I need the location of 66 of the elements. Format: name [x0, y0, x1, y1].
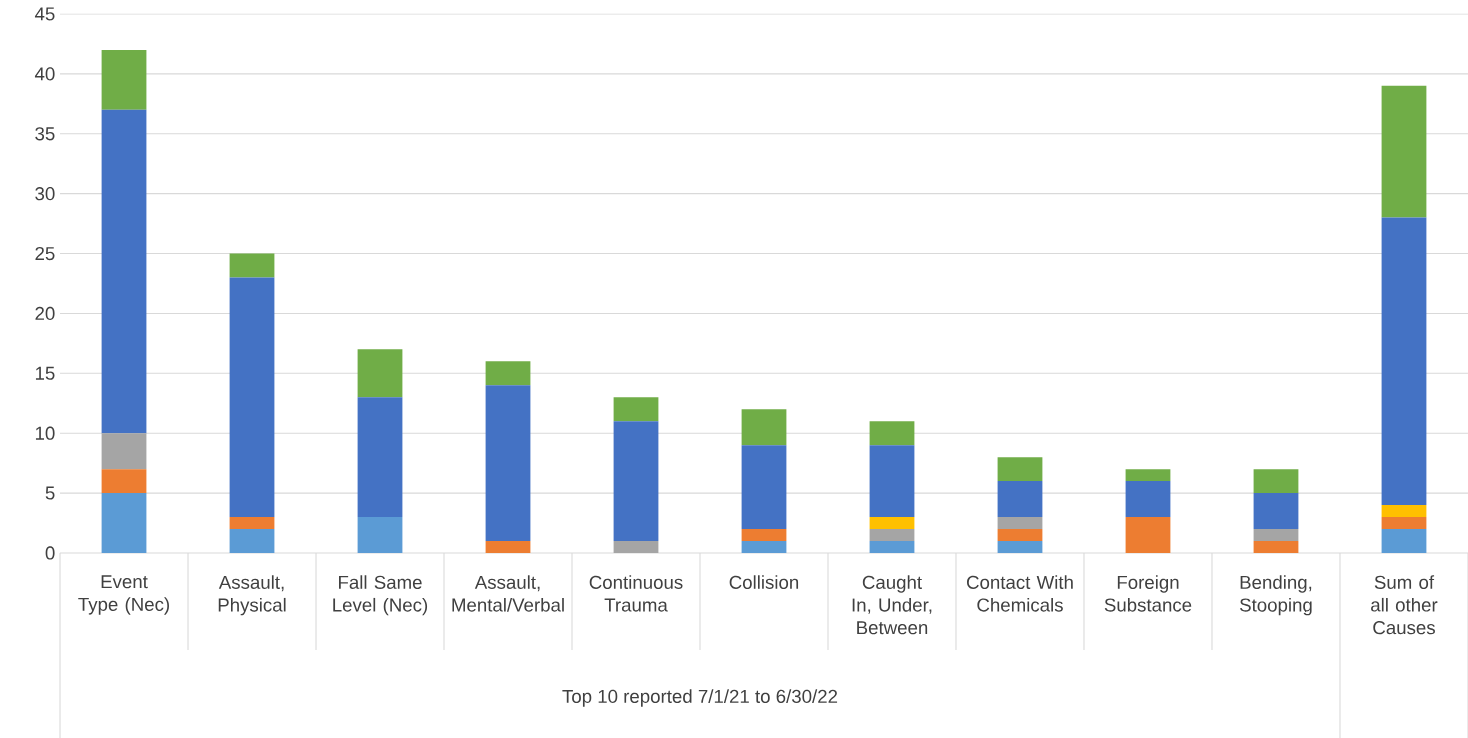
x-tick-label: Assault, Physical [218, 575, 286, 616]
bar [1381, 529, 1427, 553]
bar [869, 529, 915, 542]
x-tick-label: Bending, Stooping [1240, 575, 1312, 616]
y-tick-label: 30 [35, 187, 55, 201]
bar [229, 253, 275, 278]
x-tick-label: Continuous Trauma [589, 575, 683, 612]
bar [741, 541, 787, 553]
bar [1253, 493, 1299, 530]
bar [101, 109, 147, 434]
y-tick-label: 40 [34, 67, 55, 81]
bar [101, 493, 147, 553]
bar [869, 517, 915, 530]
bar [485, 385, 531, 542]
bar [1381, 517, 1427, 530]
x-tick-label: Sum of all other Causes [1371, 575, 1438, 635]
bar [101, 49, 147, 110]
x-tick-label: Fall Same Level (Nec) [333, 575, 428, 616]
bar [1253, 541, 1299, 553]
bar [357, 397, 403, 518]
bar [741, 445, 787, 530]
bar [997, 457, 1043, 482]
bar [997, 529, 1043, 542]
y-tick-label: 35 [35, 127, 55, 141]
bar [1125, 517, 1171, 553]
bar [485, 361, 531, 386]
bar [741, 529, 787, 542]
bar [1125, 481, 1171, 518]
bar [1381, 85, 1427, 218]
bar [229, 277, 275, 518]
bar [1381, 217, 1427, 506]
y-tick-label: 25 [35, 246, 55, 261]
text: Top 10 reported 7/1/21 to 6/30/22 [562, 689, 838, 707]
bar [869, 445, 915, 518]
bar [229, 517, 275, 530]
bar [357, 517, 403, 553]
bar [869, 541, 915, 553]
x-tick-label: Event Type (Nec) [78, 575, 169, 615]
bar [1381, 505, 1427, 518]
bar [1253, 469, 1299, 494]
bar [485, 541, 531, 553]
bar [997, 541, 1043, 553]
y-tick-label: 5 [45, 486, 55, 500]
bar [1253, 529, 1299, 542]
bar [741, 409, 787, 446]
bar [869, 421, 915, 446]
bar [101, 433, 147, 470]
x-tick-label: Foreign Substance [1104, 575, 1192, 612]
y-tick-label: 45 [34, 7, 55, 21]
bar [101, 469, 147, 494]
x-tick-label: Contact With Chemicals [967, 575, 1073, 612]
y-tick-label: 20 [35, 306, 55, 321]
bar [357, 349, 403, 398]
x-tick-label: Caught In, Under, Between [852, 575, 932, 635]
bar [997, 481, 1043, 518]
bar [1125, 469, 1171, 482]
bar [613, 397, 659, 422]
x-tick-label: Assault, Mental/Verbal [452, 575, 564, 612]
y-tick-label: 0 [45, 546, 55, 560]
bar [229, 529, 275, 553]
bar [613, 541, 659, 553]
y-tick-label: 10 [35, 426, 55, 440]
y-tick-label: 15 [35, 366, 55, 380]
x-tick-label: Collision [729, 575, 799, 589]
bar [997, 517, 1043, 530]
bar [613, 421, 659, 542]
